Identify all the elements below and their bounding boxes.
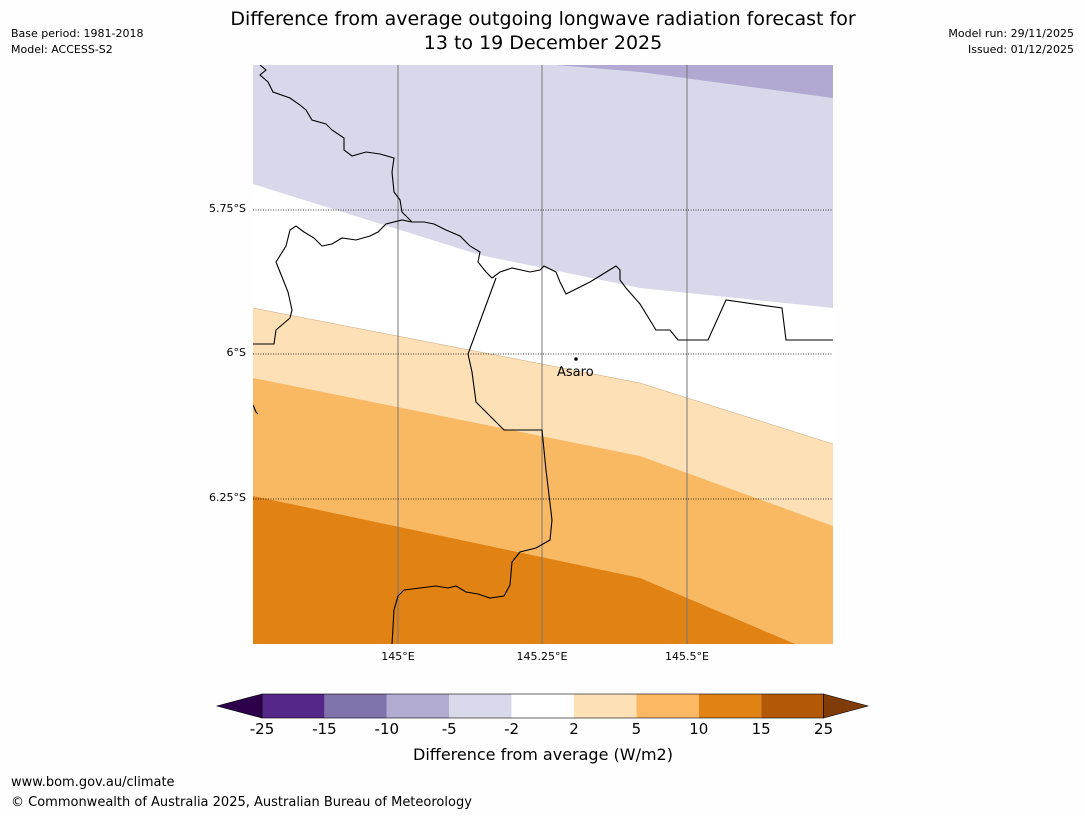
base-period: Base period: 1981-2018: [11, 27, 144, 40]
colorbar-segment: [511, 694, 574, 718]
colorbar-tick: -25: [249, 720, 275, 738]
lat-label-6-25: 6.25°S: [209, 491, 246, 504]
colorbar: [215, 693, 870, 719]
map-area: [253, 65, 833, 644]
colorbar-tick: 25: [814, 720, 834, 738]
colorbar-tick: -15: [312, 720, 337, 738]
issued-date: Issued: 01/12/2025: [967, 43, 1074, 56]
colorbar-tick: -5: [441, 720, 457, 738]
map-title: Difference from average outgoing longwav…: [168, 7, 918, 55]
colorbar-tick: 5: [631, 720, 642, 738]
colorbar-segment: [636, 694, 699, 718]
band-10-15: [253, 496, 795, 644]
province-boundaries: [253, 65, 833, 644]
lon-label-145-5: 145.5°E: [665, 650, 709, 663]
lat-label-6: 6°S: [226, 346, 246, 359]
colorbar-segment: [698, 694, 762, 718]
model-run: Model run: 29/11/2025: [948, 27, 1074, 40]
colorbar-extend-low: [215, 693, 263, 719]
colorbar-tick: 10: [689, 720, 709, 738]
model-name: Model: ACCESS-S2: [11, 43, 113, 56]
colorbar-segment: [761, 694, 824, 718]
colorbar-segment: [324, 694, 387, 718]
place-label-asaro: Asaro: [557, 365, 594, 380]
colorbar-segment: [262, 694, 325, 718]
band-minus10-minus5: [555, 65, 833, 98]
colorbar-title: Difference from average (W/m2): [413, 745, 673, 764]
colorbar-segment: [574, 694, 637, 718]
lon-label-145-25: 145.25°E: [516, 650, 568, 663]
title-line-2: 13 to 19 December 2025: [423, 32, 663, 54]
lat-label-5-75: 5.75°S: [209, 202, 246, 215]
colorbar-segment: [449, 694, 512, 718]
colorbar-tick: -10: [374, 720, 400, 738]
colorbar-tick: 2: [569, 720, 579, 738]
footer-copyright: © Commonwealth of Australia 2025, Austra…: [11, 795, 472, 810]
colorbar-tick: -2: [504, 720, 520, 738]
colorbar-tick: 15: [751, 720, 771, 738]
colorbar-segment: [386, 694, 450, 718]
title-line-1: Difference from average outgoing longwav…: [230, 8, 856, 30]
metadata-left: Base period: 1981-2018 Model: ACCESS-S2: [11, 26, 143, 58]
footer-url[interactable]: www.bom.gov.au/climate: [11, 775, 175, 790]
asaro-marker: [574, 357, 578, 361]
colorbar-extend-high: [823, 693, 870, 719]
metadata-right: Model run: 29/11/2025 Issued: 01/12/2025: [948, 26, 1074, 58]
lon-label-145: 145°E: [381, 650, 415, 663]
